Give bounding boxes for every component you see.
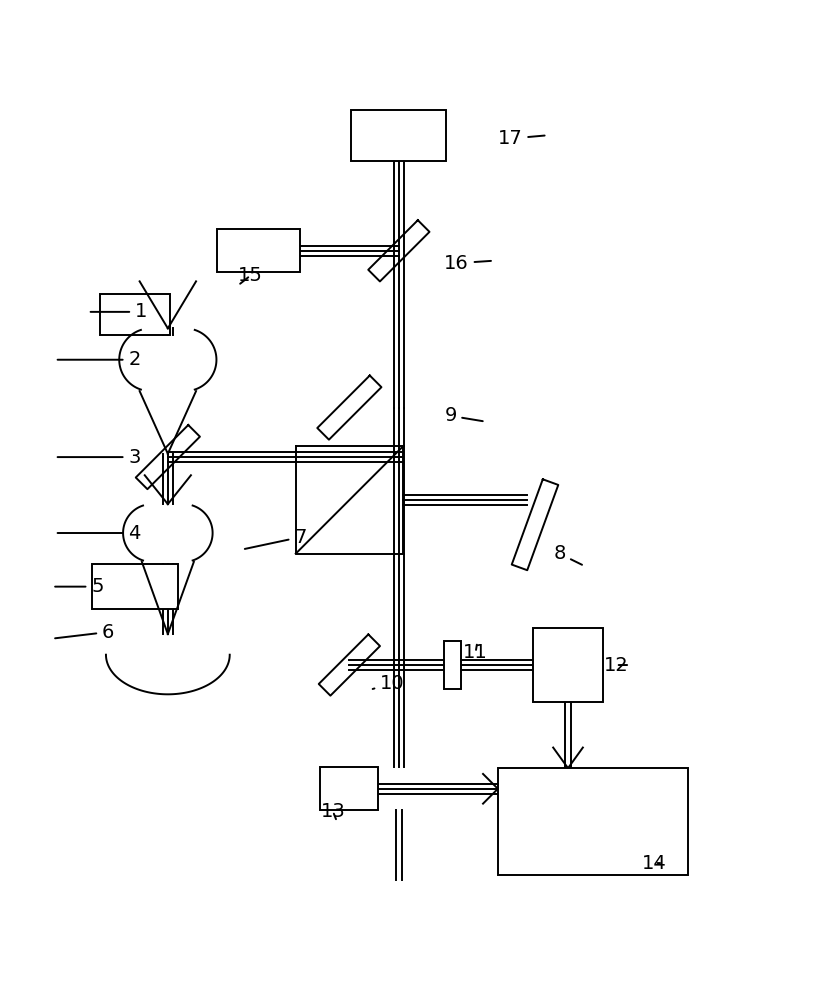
- Text: 17: 17: [498, 129, 545, 148]
- Text: 6: 6: [55, 623, 114, 642]
- FancyBboxPatch shape: [320, 767, 378, 810]
- Text: 4: 4: [58, 524, 141, 543]
- Text: 7: 7: [245, 528, 306, 549]
- FancyBboxPatch shape: [445, 641, 461, 689]
- Text: 15: 15: [238, 266, 263, 285]
- Text: 10: 10: [373, 674, 404, 693]
- FancyBboxPatch shape: [498, 768, 688, 875]
- Text: 16: 16: [445, 254, 491, 273]
- Text: 12: 12: [603, 656, 628, 675]
- Text: 14: 14: [643, 854, 667, 873]
- FancyBboxPatch shape: [91, 564, 178, 609]
- Text: 13: 13: [320, 802, 345, 821]
- Text: 2: 2: [58, 350, 141, 369]
- FancyBboxPatch shape: [352, 110, 446, 161]
- Text: 11: 11: [463, 643, 488, 662]
- Text: 8: 8: [553, 544, 582, 565]
- Text: 9: 9: [445, 406, 482, 425]
- Text: 3: 3: [58, 448, 141, 467]
- Text: 5: 5: [55, 577, 103, 596]
- FancyBboxPatch shape: [533, 628, 603, 702]
- Text: 1: 1: [91, 302, 147, 321]
- FancyBboxPatch shape: [100, 294, 170, 335]
- FancyBboxPatch shape: [217, 229, 300, 272]
